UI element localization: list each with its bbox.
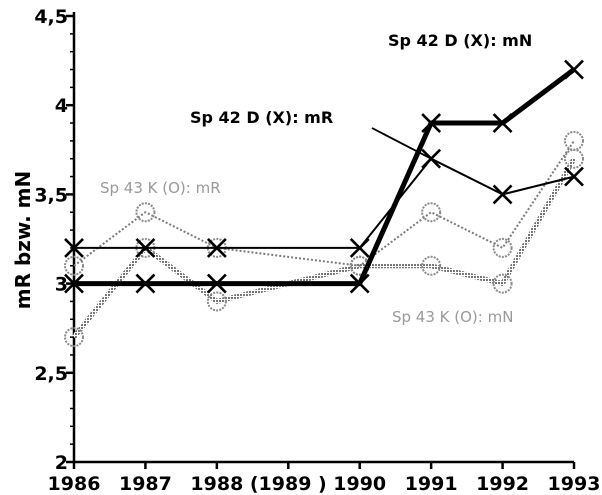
series-labels: Sp 42 D (X): mN Sp 42 D (X): mR Sp 43 K (O… [100,31,532,326]
y-axis-label: mR bzw. mN [11,171,35,310]
data-point-x-marker [64,273,84,294]
data-point-x-marker [64,238,84,258]
data-point-x-marker [421,148,442,169]
x-tick-label: 1993 [548,473,601,495]
data-point-circle-marker [64,255,84,276]
data-point-x-marker [349,238,370,258]
x-tick-label: 1988 [190,473,243,495]
series-label: Sp 43 K (O): mR [100,179,221,197]
x-tick-label: (1989 ) [250,473,327,495]
data-point-circle-marker [421,255,442,276]
data-point-x-marker [349,273,370,294]
data-point-x-marker [564,59,584,80]
label-leader-line [371,127,432,160]
axes: 2 2,5 3 3,5 4 4,5 1986 1987 1988 (1989 ) 1990 1991 1… [34,6,600,495]
x-tick-label: 1992 [476,473,529,495]
data-point-circle-marker [492,273,513,294]
data-point-x-marker [206,238,227,258]
y-tick-label: 2,5 [34,363,68,385]
y-tick-label: 3,5 [34,184,68,206]
data-point-circle-marker [135,202,156,223]
x-tick-label: 1990 [333,473,386,495]
data-point-x-marker [492,184,513,205]
series-label: Sp 42 D (X): mN [388,31,532,50]
data-point-x-marker [492,113,513,133]
series-label: Sp 43 K (O): mN [392,308,513,326]
data-point-x-marker [564,166,584,187]
y-tick-label: 3 [55,274,68,296]
series-2 [64,148,584,258]
data-point-circle-marker [64,327,84,348]
y-tick-label: 4,5 [34,6,68,28]
data-point-x-marker [206,273,227,294]
series-label: Sp 42 D (X): mR [190,108,333,127]
y-tick-label: 4 [55,95,68,117]
y-tick-label: 2 [55,452,68,474]
data-point-circle-marker [206,291,227,312]
series-layer [64,59,584,348]
x-tick-label: 1987 [119,473,172,495]
data-point-x-marker [421,113,442,133]
data-point-x-marker [135,238,156,258]
series-1 [64,59,584,294]
series-line [73,140,575,267]
data-point-x-marker [135,273,156,294]
data-point-circle-marker [492,237,513,258]
x-tick-label: 1986 [48,473,101,495]
data-point-circle-marker [564,130,584,151]
data-point-circle-marker [421,202,442,223]
x-tick-label: 1991 [405,473,458,495]
